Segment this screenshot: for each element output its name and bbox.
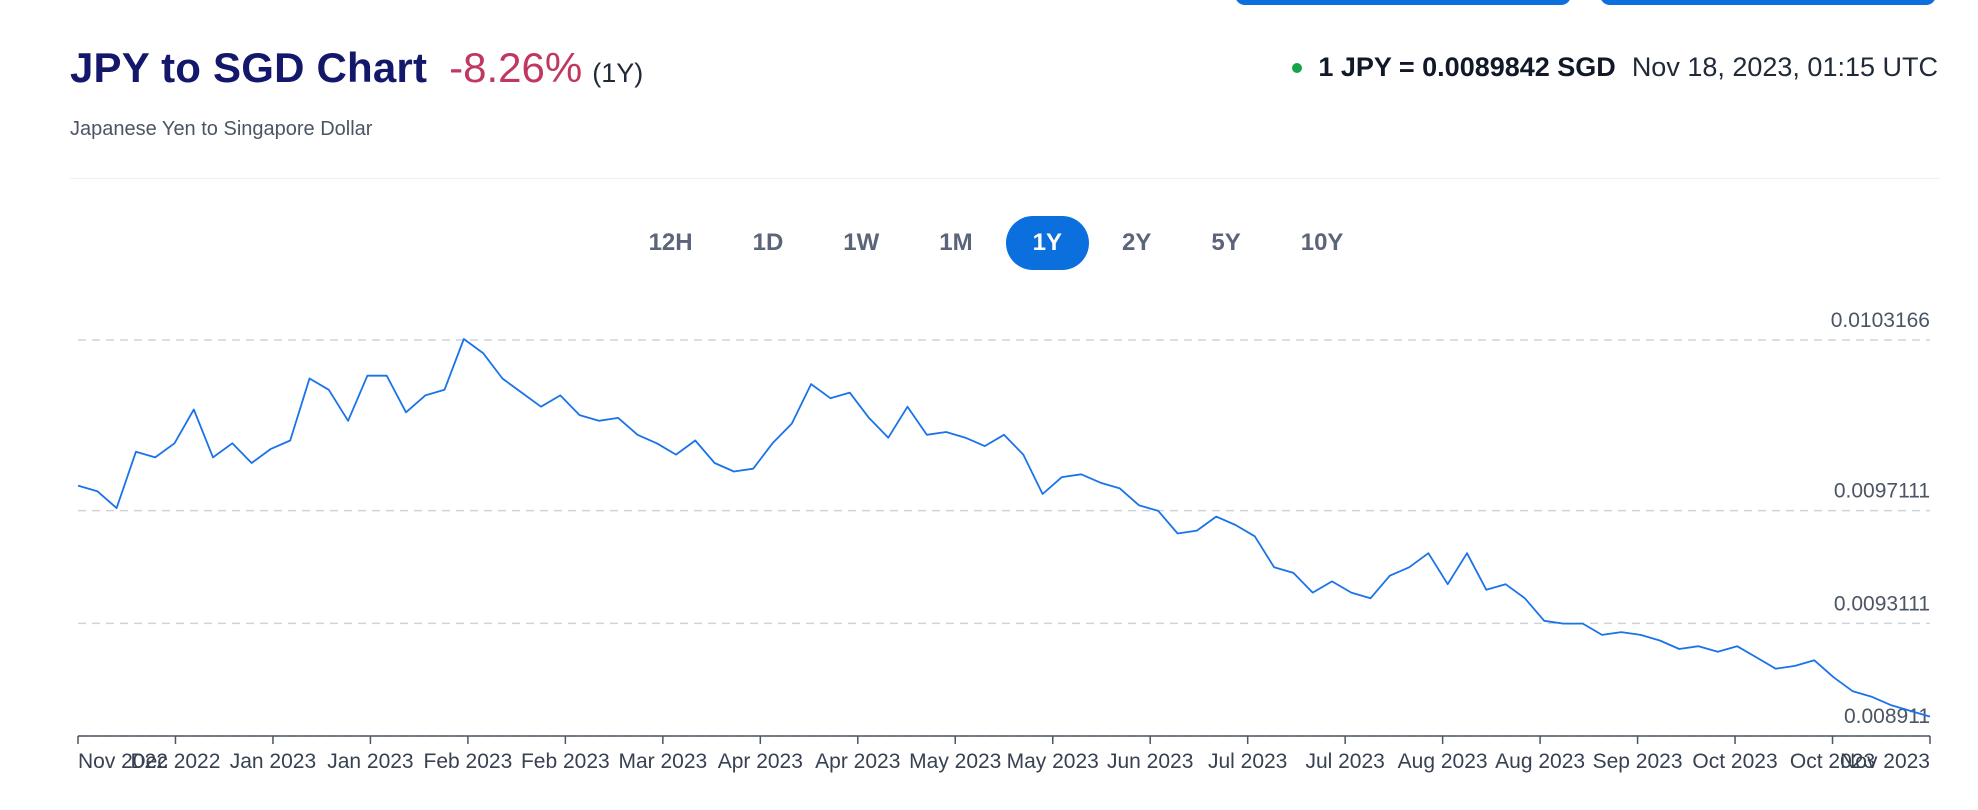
y-tick-label: 0.0093111 <box>1834 592 1930 615</box>
x-tick-label: Dec 2022 <box>131 750 221 773</box>
y-tick-label: 0.0097111 <box>1834 480 1930 503</box>
x-tick-label: Jul 2023 <box>1305 750 1384 773</box>
rate-value: 1 JPY = 0.0089842 SGD <box>1318 52 1616 82</box>
x-tick-label: Nov 2023 <box>1840 750 1930 773</box>
range-selector: 12H 1D 1W 1M 1Y 2Y 5Y 10Y <box>0 216 1978 270</box>
live-rate: 1 JPY = 0.0089842 SGD Nov 18, 2023, 01:1… <box>1292 52 1938 83</box>
x-tick-label: Feb 2023 <box>521 750 610 773</box>
x-tick-label: Aug 2023 <box>1398 750 1488 773</box>
x-tick-label: Oct 2023 <box>1790 750 1875 773</box>
x-tick-label: May 2023 <box>909 750 1001 773</box>
range-button-2y[interactable]: 2Y <box>1122 229 1152 256</box>
x-tick-label: Aug 2023 <box>1495 750 1585 773</box>
x-tick-label: Jan 2023 <box>230 750 316 773</box>
x-tick-label: Jul 2023 <box>1208 750 1287 773</box>
title-row: JPY to SGD Chart -8.26% (1Y) <box>70 44 643 92</box>
rate-timestamp: Nov 18, 2023, 01:15 UTC <box>1631 52 1938 82</box>
x-tick-label: Apr 2023 <box>718 750 803 773</box>
range-button-12h[interactable]: 12H <box>648 229 693 256</box>
period-label: (1Y) <box>592 58 644 88</box>
live-status-dot-icon <box>1292 62 1303 73</box>
chart-header: JPY to SGD Chart -8.26% (1Y) Japanese Ye… <box>70 44 643 141</box>
x-tick-label: Sep 2023 <box>1593 750 1683 773</box>
series-line <box>77 338 1931 718</box>
x-tick-label: Jan 2023 <box>327 750 413 773</box>
x-tick-label: Mar 2023 <box>618 750 707 773</box>
divider <box>70 178 1940 179</box>
range-button-10y[interactable]: 10Y <box>1300 229 1344 256</box>
page-subtitle: Japanese Yen to Singapore Dollar <box>70 118 373 140</box>
x-tick-label: Apr 2023 <box>815 750 900 773</box>
percent-change: -8.26% <box>449 44 583 91</box>
x-tick-label: Nov 2022 <box>78 750 168 773</box>
range-button-1m[interactable]: 1M <box>939 229 973 256</box>
page-title: JPY to SGD Chart <box>70 44 428 91</box>
y-tick-label: 0.008911 <box>1844 705 1930 728</box>
x-tick-label: Oct 2023 <box>1692 750 1777 773</box>
y-tick-label: 0.0103166 <box>1831 309 1930 332</box>
x-tick-label: Feb 2023 <box>424 750 513 773</box>
range-button-1y[interactable]: 1Y <box>1005 216 1089 270</box>
range-button-1w[interactable]: 1W <box>843 229 880 256</box>
x-tick-label: May 2023 <box>1007 750 1099 773</box>
range-button-5y[interactable]: 5Y <box>1211 229 1241 256</box>
range-button-1d[interactable]: 1D <box>752 229 784 256</box>
x-tick-label: Jun 2023 <box>1107 750 1193 773</box>
